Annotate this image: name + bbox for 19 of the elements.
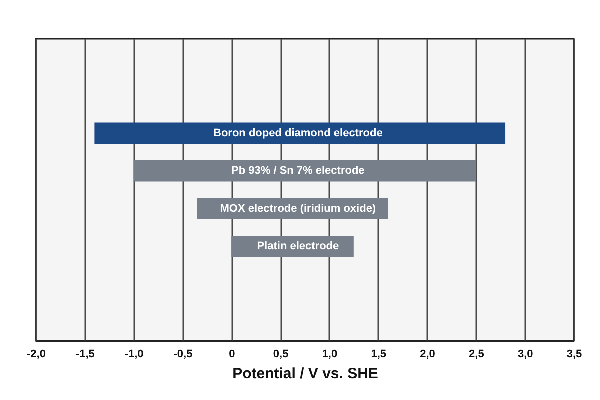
x-tick-label: 2,5 [469, 348, 484, 360]
bar [94, 122, 506, 144]
x-tick-label: 0,5 [273, 348, 289, 360]
y-tick-label: MOX electrode (iridium oxide) [220, 202, 376, 215]
bar [134, 160, 476, 182]
x-tick-label: 2,0 [420, 348, 436, 360]
x-tick-label: -0,5 [174, 348, 193, 360]
x-tick-label: 3,0 [518, 348, 534, 360]
x-tick-label: -1,5 [76, 348, 95, 360]
y-tick-label: Boron doped diamond electrode [214, 127, 383, 140]
y-tick-label: Pb 93% / Sn 7% electrode [232, 165, 365, 178]
x-tick-label: 3,5 [566, 348, 582, 360]
x-axis-title: Potential / V vs. SHE [232, 366, 378, 382]
x-tick-label: 1,0 [322, 348, 338, 360]
y-tick-label: Platin electrode [257, 240, 340, 253]
x-tick-label: -2,0 [27, 348, 46, 360]
x-tick-label: 0 [229, 348, 236, 360]
x-tick-label: 1,5 [371, 348, 387, 360]
x-tick-label: -1,0 [124, 348, 144, 360]
